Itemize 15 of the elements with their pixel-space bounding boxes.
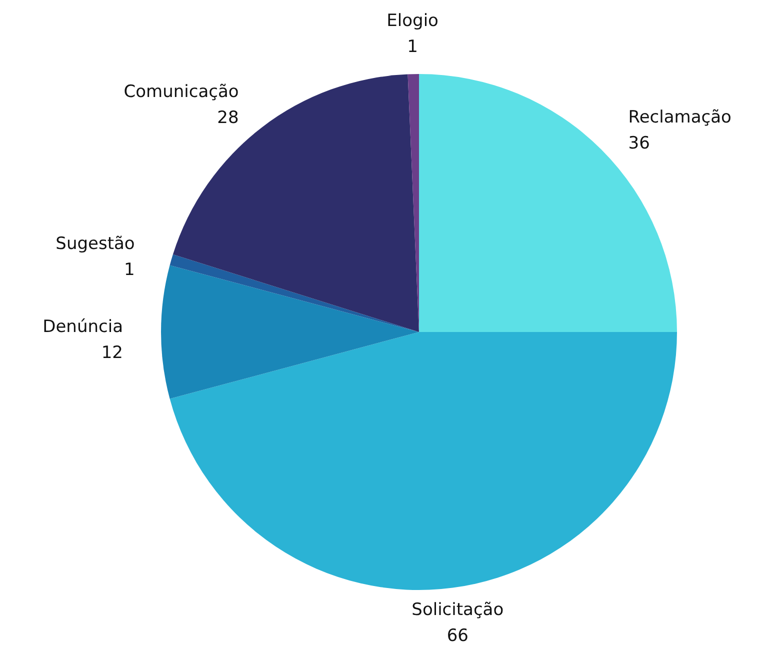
slice-label: Comunicação — [124, 82, 239, 102]
data-label: 36 — [628, 134, 650, 154]
slice-label: Solicitação — [412, 600, 504, 620]
slice-label: Denúncia — [42, 317, 123, 337]
pie-slice — [170, 254, 419, 332]
slice-label: Elogio — [386, 11, 438, 31]
data-label: 1 — [407, 37, 418, 57]
data-label: 12 — [101, 343, 123, 363]
data-label: 28 — [217, 108, 239, 128]
pie-slice — [161, 265, 419, 399]
slice-label: Sugestão — [56, 234, 135, 254]
data-label: 1 — [124, 260, 135, 280]
slice-label: Reclamação — [628, 108, 732, 128]
data-label: 66 — [446, 626, 468, 646]
pie-slice — [170, 332, 677, 590]
